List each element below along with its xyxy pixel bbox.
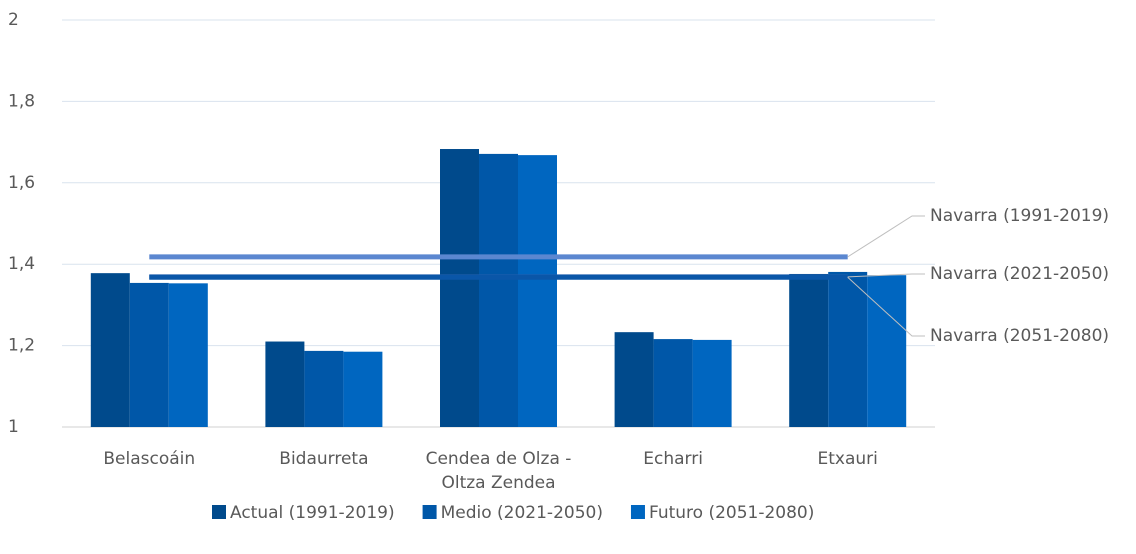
x-tick-label: Echarri [643,449,703,469]
reference-label: Navarra (1991-2019) [930,206,1109,226]
x-tick-label: Etxauri [817,449,878,469]
leader-line [847,215,925,258]
reference-label: Navarra (2051-2080) [930,326,1109,346]
bar [90,273,130,427]
legend-swatch [422,505,437,519]
bar [867,275,907,427]
bar [789,273,829,427]
bar [440,149,479,428]
x-tick-label: Belascoáin [103,449,196,469]
y-tick-label: 1 [8,417,19,437]
legend-swatch [212,505,226,519]
bar [129,282,169,427]
bar [479,153,518,427]
y-tick-label: 1,2 [8,336,35,356]
bar [614,332,654,427]
bar [168,283,208,427]
bar [692,339,732,427]
leader-line [847,273,925,278]
bar [518,155,557,427]
bar [304,350,344,427]
x-tick-label: Cendea de Olza - Oltza Zendea [425,449,572,493]
y-tick-label: 2 [8,10,19,30]
bar [343,351,383,427]
bar [828,271,868,427]
legend-label: Actual (1991-2019) [230,503,395,523]
legend-label: Futuro (2051-2080) [649,503,814,523]
y-tick-label: 1,8 [8,91,35,111]
y-tick-label: 1,4 [8,254,35,274]
legend-swatch [630,505,645,519]
bar [653,339,693,427]
leader-line [847,276,925,337]
reference-label: Navarra (2021-2050) [930,264,1109,284]
bar [265,341,305,427]
x-tick-label: Bidaurreta [279,449,369,469]
legend-label: Medio (2021-2050) [441,503,603,523]
y-tick-label: 1,6 [8,173,35,193]
